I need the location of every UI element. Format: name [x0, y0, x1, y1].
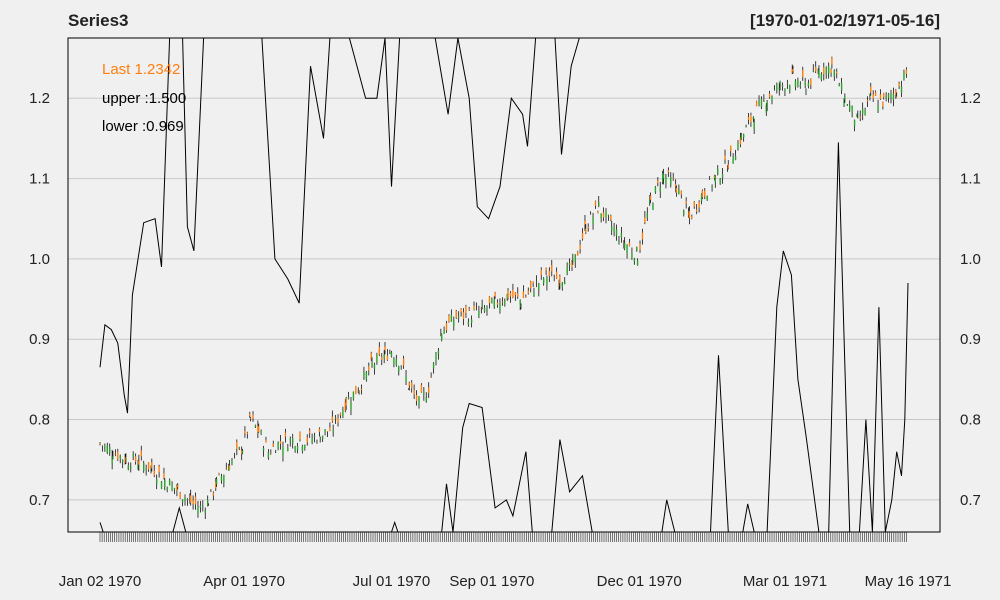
- series-lines: [99, 37, 909, 533]
- x-axis-ticks: [99, 532, 907, 542]
- plot-frame: [67, 37, 941, 533]
- x-axis-labels: Jan 02 1970 Apr 01 1970 Jul 01 1970 Sep 01 …: [59, 573, 952, 590]
- y-tick-label: 1.2: [29, 90, 50, 107]
- y-tick-label: 1.1: [960, 171, 981, 188]
- legend-lower: lower :0.969: [102, 118, 184, 135]
- chart-date-range: [1970-01-02/1971-05-16]: [750, 11, 940, 30]
- legend-last: Last 1.2342: [102, 61, 180, 78]
- y-tick-label: 0.7: [29, 492, 50, 509]
- x-tick-label: Mar 01 1971: [743, 573, 827, 590]
- y-tick-label: 0.9: [29, 331, 50, 348]
- y-tick-label: 1.1: [29, 171, 50, 188]
- grid: [68, 97, 940, 501]
- x-tick-label: Apr 01 1970: [203, 573, 285, 590]
- plot-area: [99, 37, 909, 533]
- y-tick-label: 1.0: [29, 251, 50, 268]
- y-tick-label: 1.0: [960, 251, 981, 268]
- x-tick-label: May 16 1971: [865, 573, 952, 590]
- y-tick-label: 0.8: [29, 412, 50, 429]
- x-tick-label: Jan 02 1970: [59, 573, 142, 590]
- ohlc-bars: [99, 56, 908, 519]
- y-tick-label: 1.2: [960, 90, 981, 107]
- y-tick-label: 0.7: [960, 492, 981, 509]
- legend-upper: upper :1.500: [102, 90, 186, 107]
- x-tick-label: Jul 01 1970: [353, 573, 431, 590]
- x-tick-label: Sep 01 1970: [449, 573, 534, 590]
- lower-band-line: [99, 142, 909, 533]
- y-axis-left: 0.7 0.8 0.9 1.0 1.1 1.2: [29, 90, 50, 509]
- chart-title: Series3: [68, 11, 129, 30]
- y-tick-label: 0.8: [960, 412, 981, 429]
- y-axis-right: 0.7 0.8 0.9 1.0 1.1 1.2: [960, 90, 981, 509]
- y-tick-label: 0.9: [960, 331, 981, 348]
- legend: Last 1.2342 upper :1.500 lower :0.969: [102, 61, 186, 135]
- x-tick-label: Dec 01 1970: [597, 573, 682, 590]
